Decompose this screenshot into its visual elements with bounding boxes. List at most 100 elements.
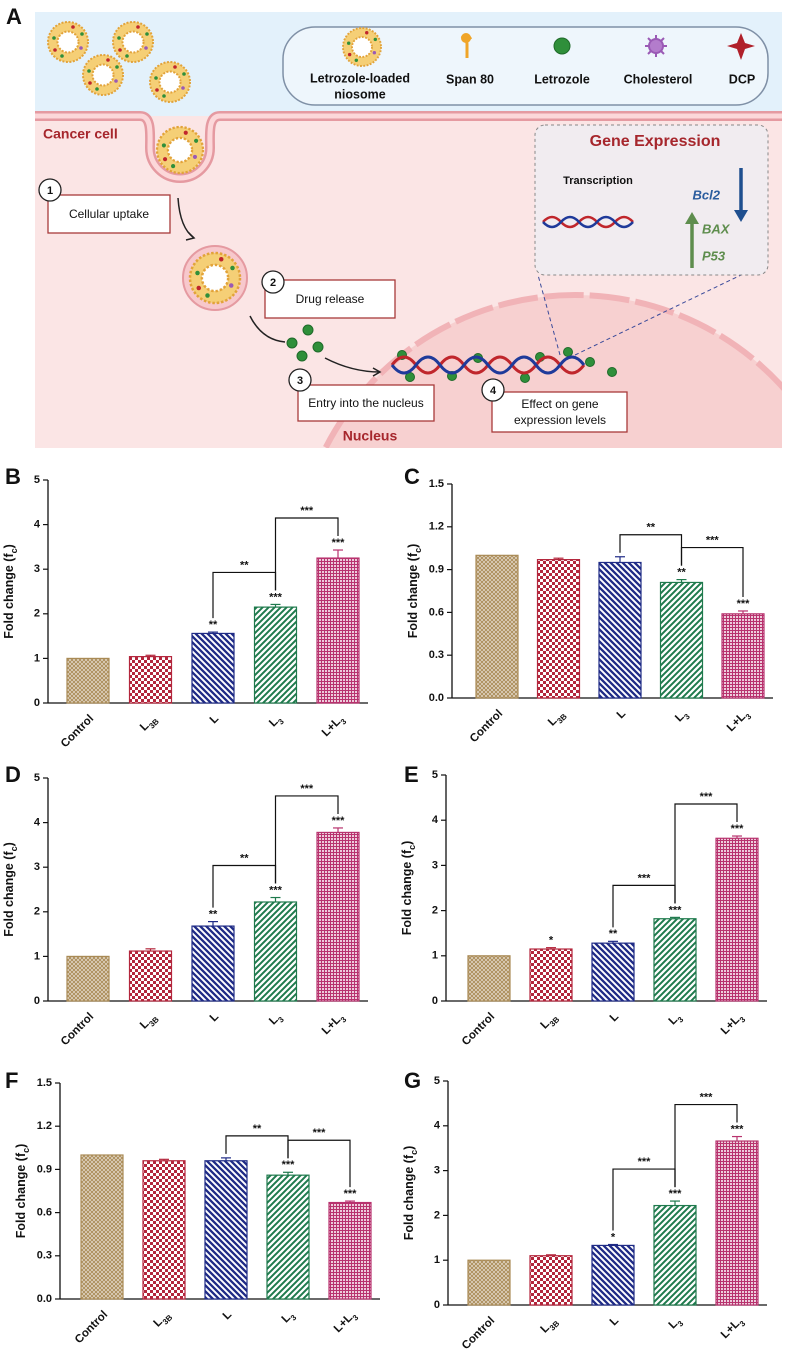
y-tick-label: 3 xyxy=(34,563,40,575)
error-bar xyxy=(608,1243,618,1246)
y-axis-label: Fold change (fc) xyxy=(2,544,19,639)
x-tick-label-part: 3 xyxy=(276,1014,286,1024)
schematic: Letrozole-loaded niosome Span 80 Letrozo… xyxy=(6,4,782,448)
x-tick-label: L+L3 xyxy=(320,712,349,741)
x-tick-label: L xyxy=(608,1011,621,1024)
y-tick-label: 1 xyxy=(34,652,40,664)
y-tick-label: 0.9 xyxy=(37,1163,52,1175)
significance-bracket xyxy=(274,795,339,884)
x-tick-label: Control xyxy=(460,1315,497,1352)
bar xyxy=(467,1259,511,1306)
x-tick-label-part: 3 xyxy=(676,1014,686,1024)
gene-box xyxy=(534,124,769,276)
y-tick-label: 1 xyxy=(434,1254,440,1266)
bar-chart: C 0.0 0.3 0.6 0.9 1.2 1.5 Fold change (fc) Contr… xyxy=(404,464,773,745)
comparison-label: *** xyxy=(638,872,652,884)
gene-title: Gene Expression xyxy=(590,133,721,150)
significance-label: *** xyxy=(737,598,751,610)
y-tick-label: 5 xyxy=(432,769,438,781)
x-tick-label: L xyxy=(208,713,221,726)
x-tick-label: L3B xyxy=(546,708,569,731)
significance-label: *** xyxy=(332,537,346,549)
bar xyxy=(659,581,704,699)
x-tick-label-part: L xyxy=(615,708,628,721)
y-axis-label: Fold change (fc) xyxy=(14,1144,31,1239)
y-axis-label-part: ) xyxy=(14,1144,28,1148)
y-tick-label: 1.2 xyxy=(429,521,444,533)
x-tick-label-part: 3 xyxy=(676,1318,686,1328)
y-axis-label-part: c xyxy=(9,846,19,851)
x-tick-label: L3 xyxy=(667,1010,686,1029)
x-tick-label: L+L3 xyxy=(719,1010,748,1039)
y-tick-label: 4 xyxy=(434,1120,441,1132)
x-tick-label: Control xyxy=(59,713,96,750)
y-tick-label: 3 xyxy=(34,861,40,873)
significance-label: ** xyxy=(677,566,686,578)
step-label: expression levels xyxy=(514,413,606,427)
decoration xyxy=(47,194,171,234)
error-bar xyxy=(546,947,556,950)
bar xyxy=(316,831,360,1002)
y-tick-label: 0.6 xyxy=(429,606,444,618)
error-bar xyxy=(159,1158,169,1161)
x-tick-label: Control xyxy=(73,1309,110,1346)
error-bar xyxy=(145,654,156,657)
x-tick-label: L xyxy=(608,1315,621,1328)
x-tick-label-part: Control xyxy=(460,1315,497,1352)
legend-label: Cholesterol xyxy=(624,72,693,86)
decoration xyxy=(324,357,381,373)
step-circle xyxy=(38,178,505,402)
y-tick-label: 0 xyxy=(434,1299,440,1311)
significance-label: ** xyxy=(209,909,218,921)
panel-label: C xyxy=(404,464,420,489)
error-bar xyxy=(670,916,680,919)
panel-label: A xyxy=(6,4,22,29)
decoration xyxy=(297,384,435,422)
gene-label: BAX xyxy=(702,221,731,236)
y-axis-label: Fold change (fc) xyxy=(402,1146,419,1241)
decoration xyxy=(188,251,242,305)
step-number: 3 xyxy=(297,375,303,387)
bar-chart: E 0 1 2 3 4 5 Fold change (fc) Control * L3B ** L ***… xyxy=(400,762,767,1048)
bar xyxy=(591,942,635,1002)
decoration xyxy=(563,347,573,357)
error-bar xyxy=(608,940,618,944)
y-tick-label: 0.9 xyxy=(429,564,444,576)
y-axis-label-part: c xyxy=(413,548,423,553)
y-tick-label: 3 xyxy=(432,859,438,871)
bar xyxy=(191,632,235,704)
decoration xyxy=(542,215,634,229)
gene-label: P53 xyxy=(702,248,726,263)
bar xyxy=(715,837,759,1002)
bar-chart: G 0 1 2 3 4 5 Fold change (fc) Control L3B * L *** L3… xyxy=(402,1068,767,1352)
x-tick-label-part: 3 xyxy=(744,711,754,721)
bar xyxy=(536,559,581,699)
significance-label: *** xyxy=(282,1159,296,1171)
y-axis-label-part: ) xyxy=(2,842,16,846)
bar xyxy=(253,606,298,704)
comparison-label: *** xyxy=(638,1156,652,1168)
y-axis-label-part: c xyxy=(407,845,417,850)
comparison-label: *** xyxy=(706,534,720,546)
error-bar xyxy=(270,603,281,608)
significance-label: *** xyxy=(269,591,283,603)
panel-label: G xyxy=(404,1068,421,1093)
error-bar xyxy=(732,835,742,839)
y-axis-label-part: Fold change (f xyxy=(14,1152,28,1238)
y-axis-label-part: Fold change (f xyxy=(400,849,414,935)
step-box xyxy=(47,194,628,433)
y-axis-label-part: c xyxy=(409,1150,419,1155)
step-label: Cellular uptake xyxy=(69,207,149,221)
y-tick-label: 1.5 xyxy=(37,1077,52,1089)
y-tick-label: 4 xyxy=(432,814,439,826)
bar xyxy=(328,1201,372,1300)
error-bar xyxy=(283,1171,293,1176)
significance-bracket xyxy=(287,1139,351,1188)
callout-line xyxy=(574,261,769,356)
cholesterol-icon xyxy=(645,35,667,57)
transcription-label: Transcription xyxy=(563,175,633,187)
decoration xyxy=(520,373,530,383)
decoration xyxy=(607,367,617,377)
error-bar xyxy=(333,827,343,833)
decoration xyxy=(461,33,471,43)
